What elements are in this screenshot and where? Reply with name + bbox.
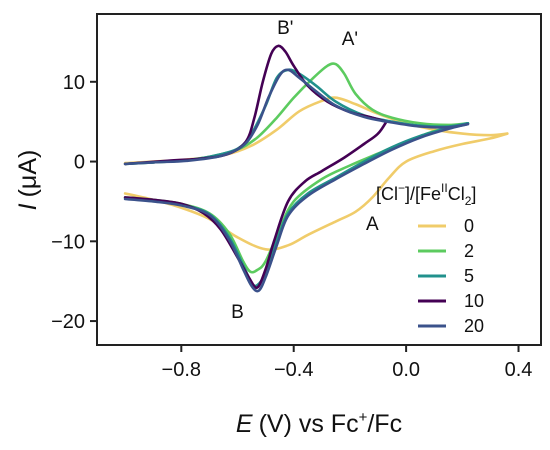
series-0-forward-scan <box>123 132 509 251</box>
legend-label: 20 <box>464 316 484 336</box>
legend-label: 2 <box>464 241 474 261</box>
series-5-reverse-scan <box>123 68 470 166</box>
x-tick-label: −0.8 <box>162 359 201 381</box>
legend-label: 5 <box>464 266 474 286</box>
series-20-forward-scan <box>123 122 470 293</box>
series-0-reverse-scan <box>123 96 509 165</box>
legend: [Cl−]/[FeIICl2] 0 2 5 10 20 <box>376 181 484 336</box>
plot-frame <box>96 13 542 346</box>
legend-label: 10 <box>464 291 484 311</box>
plot-area <box>96 13 542 346</box>
legend-item: 10 <box>418 291 484 311</box>
series-20 <box>123 68 470 293</box>
series-10-reverse-scan <box>123 44 388 166</box>
legend-entries: 0 2 5 10 20 <box>418 216 484 336</box>
y-axis: −20 −10 0 10 <box>51 72 97 333</box>
legend-item: 2 <box>418 241 474 261</box>
x-tick-label: −0.4 <box>274 359 313 381</box>
y-tick-label: −10 <box>51 231 85 253</box>
series-5 <box>123 68 470 288</box>
peak-label: B' <box>277 18 293 39</box>
y-tick-label: −20 <box>51 311 85 333</box>
peak-label: A' <box>342 29 358 50</box>
series-lines <box>123 44 509 293</box>
y-axis-title: I(μA) <box>14 150 42 211</box>
y-tick-label: 10 <box>63 72 85 94</box>
x-tick-label: 0.4 <box>505 359 533 381</box>
peak-label: A <box>366 214 379 235</box>
series-20-reverse-scan <box>123 68 470 166</box>
x-axis-title: E (V) vs Fc+/Fc <box>236 409 402 438</box>
x-axis: −0.8 −0.4 0.0 0.4 <box>162 345 533 381</box>
legend-item: 5 <box>418 266 474 286</box>
peak-label: B <box>231 302 244 323</box>
series-10-forward-scan <box>123 120 388 290</box>
legend-label: 0 <box>464 216 474 236</box>
x-tick-label: 0.0 <box>392 359 420 381</box>
y-tick-label: 0 <box>74 152 85 174</box>
annotations: B' A' A B <box>231 18 379 323</box>
legend-item: 0 <box>418 216 474 236</box>
legend-item: 20 <box>418 316 484 336</box>
legend-title: [Cl−]/[FeIICl2] <box>376 181 476 208</box>
